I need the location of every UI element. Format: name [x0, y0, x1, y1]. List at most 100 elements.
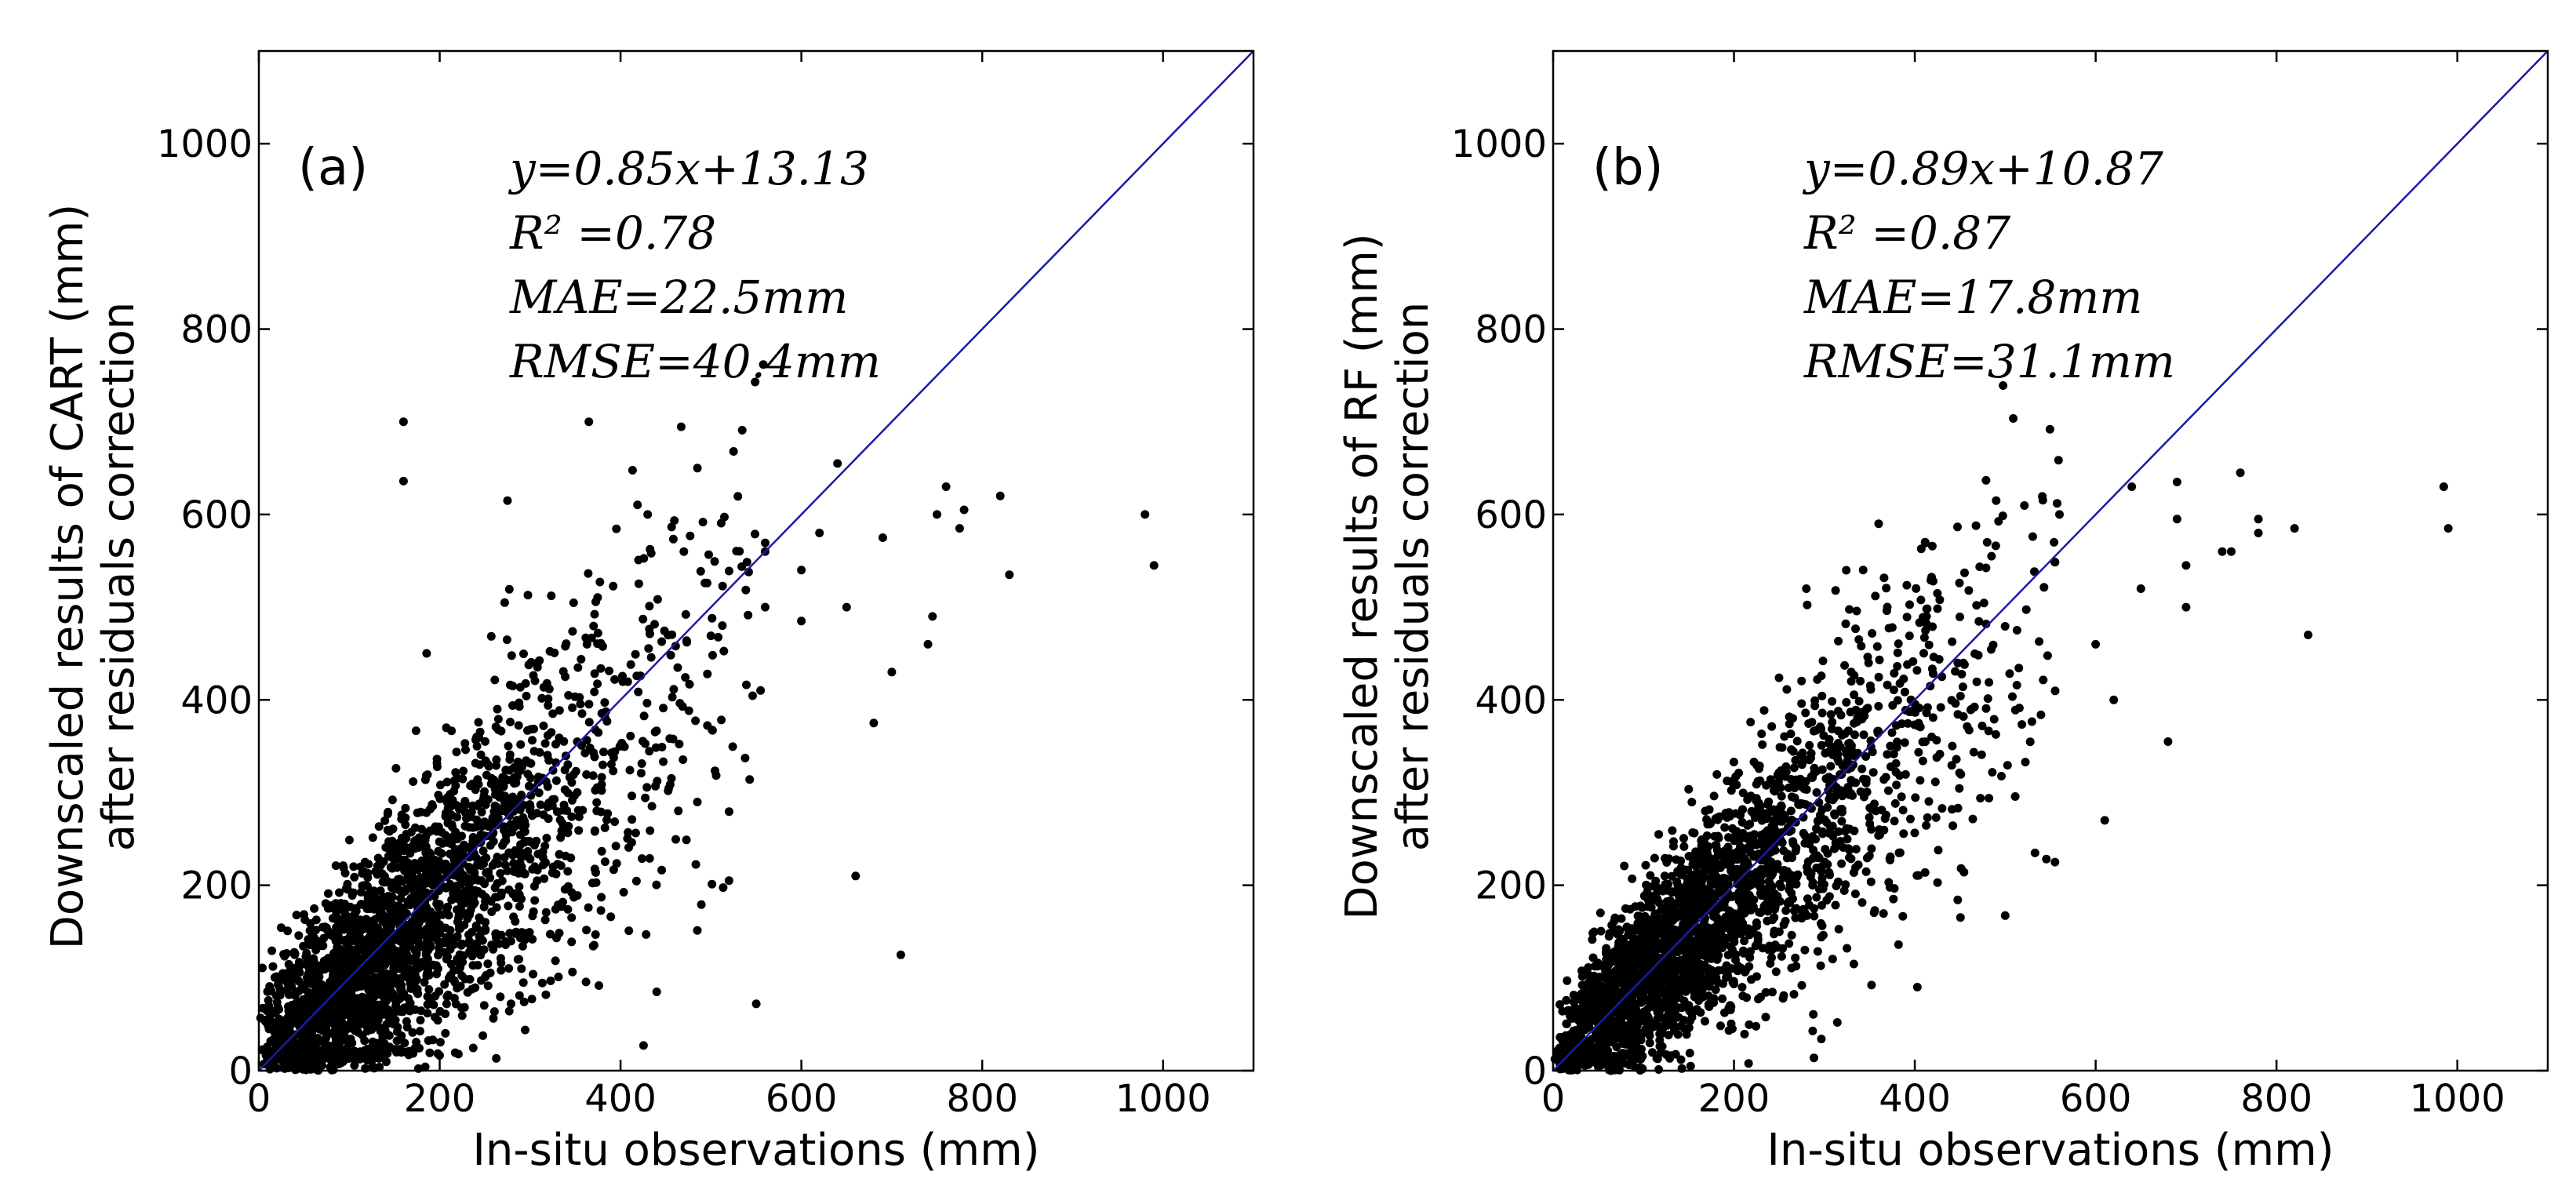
scatter-point — [584, 569, 593, 578]
scatter-point — [1900, 687, 1909, 697]
scatter-point — [651, 743, 660, 752]
scatter-point — [329, 1065, 338, 1075]
scatter-point — [1948, 805, 1957, 814]
scatter-point — [423, 992, 432, 1001]
scatter-point — [517, 862, 526, 871]
scatter-point — [1762, 780, 1771, 790]
scatter-point — [266, 1047, 275, 1057]
scatter-point — [1886, 762, 1895, 771]
scatter-point — [1709, 791, 1719, 801]
scatter-point — [473, 961, 482, 969]
scatter-point — [1705, 982, 1714, 991]
scatter-point — [523, 726, 532, 735]
scatter-point — [411, 955, 420, 964]
scatter-point — [434, 937, 443, 946]
regression-annotations: y=0.85x+13.13 R² =0.78 MAE=22.5mm RMSE=4… — [508, 142, 881, 388]
scatter-point — [645, 747, 654, 756]
scatter-point — [1684, 784, 1694, 794]
scatter-point — [483, 795, 493, 804]
scatter-point — [691, 860, 700, 869]
scatter-point — [1868, 805, 1876, 814]
scatter-point — [1892, 780, 1901, 790]
scatter-point — [316, 982, 326, 991]
scatter-point — [1696, 1008, 1705, 1017]
scatter-point — [642, 698, 652, 707]
scatter-point — [533, 865, 542, 875]
scatter-point — [1788, 747, 1798, 756]
scatter-point — [1701, 1017, 1709, 1026]
scatter-point — [1600, 973, 1610, 983]
scatter-point — [1890, 798, 1900, 808]
scatter-point — [477, 861, 486, 870]
scatter-point — [414, 876, 424, 886]
scatter-point — [560, 766, 569, 775]
scatter-point — [535, 747, 544, 757]
scatter-point — [1797, 980, 1806, 990]
scatter-point — [377, 969, 387, 978]
scatter-point — [1959, 658, 1968, 667]
scatter-point — [1563, 1006, 1573, 1015]
scatter-point — [383, 912, 392, 922]
scatter-point — [1805, 839, 1814, 849]
scatter-point — [548, 709, 558, 718]
scatter-point — [468, 984, 477, 994]
scatter-point — [424, 848, 434, 857]
scatter-point — [335, 888, 344, 897]
scatter-point — [1712, 873, 1722, 882]
scatter-point — [600, 713, 609, 722]
scatter-point — [1894, 848, 1904, 857]
scatter-point — [395, 886, 404, 895]
scatter-point — [833, 459, 842, 468]
scatter-point — [517, 964, 526, 973]
scatter-point — [1818, 657, 1828, 666]
scatter-point — [519, 649, 528, 659]
scatter-point — [670, 516, 679, 526]
scatter-point — [590, 687, 599, 697]
scatter-point — [400, 949, 409, 958]
scatter-point — [1956, 913, 1965, 922]
scatter-point — [362, 999, 371, 1009]
scatter-point — [1780, 732, 1789, 741]
scatter-point — [313, 963, 322, 973]
scatter-point — [369, 933, 379, 942]
y-tick-label: 400 — [180, 678, 253, 722]
scatter-point — [590, 752, 599, 762]
scatter-point — [1898, 911, 1908, 921]
y-tick-label: 600 — [180, 493, 253, 537]
scatter-point — [691, 716, 700, 726]
scatter-point — [340, 868, 350, 878]
scatter-point — [356, 999, 366, 1009]
scatter-point — [1589, 927, 1599, 937]
scatter-point — [1865, 813, 1874, 822]
scatter-point — [505, 755, 515, 764]
scatter-point — [567, 937, 577, 947]
scatter-point — [1955, 784, 1964, 793]
scatter-point — [1874, 672, 1883, 682]
scatter-point — [1756, 864, 1766, 874]
scatter-point — [476, 830, 486, 839]
scatter-point — [1894, 940, 1903, 949]
scatter-point — [1810, 701, 1820, 711]
scatter-point — [1850, 730, 1859, 740]
scatter-point — [537, 978, 547, 988]
scatter-point — [504, 811, 514, 820]
scatter-point — [366, 976, 375, 985]
scatter-point — [514, 721, 523, 730]
scatter-point — [1810, 1053, 1818, 1063]
scatter-point — [1867, 824, 1876, 834]
scatter-point — [634, 579, 643, 588]
scatter-point — [577, 655, 586, 664]
scatter-point — [1719, 979, 1728, 988]
scatter-point — [1831, 586, 1840, 595]
scatter-point — [432, 758, 442, 768]
scatter-point — [1981, 475, 1991, 485]
scatter-point — [515, 882, 524, 891]
scatter-point — [325, 1006, 334, 1016]
scatter-point — [637, 759, 646, 768]
scatter-point — [624, 926, 634, 936]
scatter-point — [1005, 570, 1014, 580]
scatter-point — [1761, 1013, 1770, 1022]
scatter-point — [542, 834, 551, 842]
y-tick-label: 800 — [180, 308, 253, 352]
scatter-point — [267, 946, 277, 955]
